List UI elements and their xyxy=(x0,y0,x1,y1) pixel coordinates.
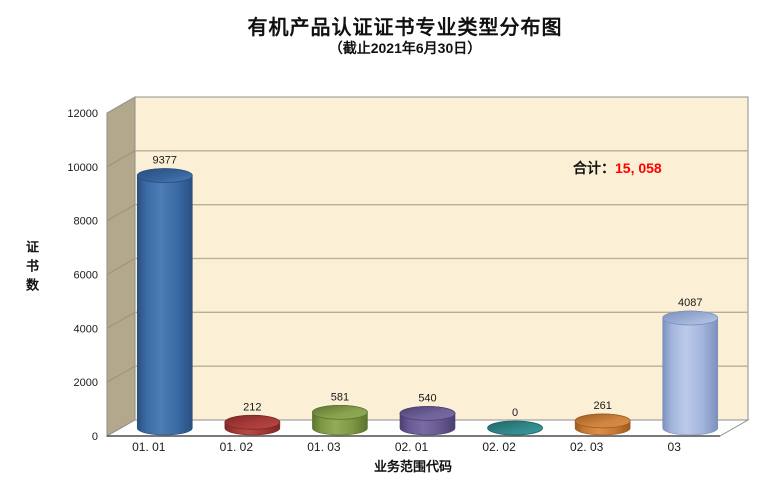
y-tick-label: 10000 xyxy=(67,162,98,174)
x-tick-label: 01. 01 xyxy=(132,440,166,454)
x-tick-label: 01. 03 xyxy=(307,440,341,454)
y-tick-label: 8000 xyxy=(74,216,98,228)
total-value: 15, 058 xyxy=(615,160,662,176)
y-tick-label: 12000 xyxy=(67,108,98,120)
y-axis-title: 证书数 xyxy=(24,240,39,297)
bar-top-01. 03 xyxy=(312,404,368,420)
x-tick-label: 03 xyxy=(668,440,682,454)
x-tick-label: 02. 02 xyxy=(482,440,516,454)
chart-title: 有机产品认证证书专业类型分布图 xyxy=(247,17,563,39)
y-tick-label: 4000 xyxy=(74,323,98,335)
y-tick-label: 2000 xyxy=(74,377,98,389)
value-label: 540 xyxy=(418,392,436,404)
value-label: 581 xyxy=(331,391,349,403)
bar-top-02. 01 xyxy=(399,406,456,421)
total-label: 合计： xyxy=(573,160,615,176)
chart-subtitle: （截止2021年6月30日） xyxy=(328,40,482,56)
y-tick-label: 6000 xyxy=(74,270,98,282)
x-axis-title: 业务范围代码 xyxy=(374,459,453,474)
gridline-sidewall xyxy=(106,365,136,383)
bar-top-01. 02 xyxy=(224,414,281,430)
x-tick-label: 02. 01 xyxy=(395,440,429,454)
value-label: 0 xyxy=(512,407,518,419)
gridline-sidewall xyxy=(106,311,136,329)
value-label: 261 xyxy=(593,400,611,412)
gridline-sidewall xyxy=(106,150,136,168)
bar-top-03 xyxy=(662,310,719,326)
value-label: 4087 xyxy=(678,297,702,309)
bar-body-03 xyxy=(662,310,719,436)
x-tick-label: 01. 02 xyxy=(220,440,254,454)
total-annotation: 合计：15, 058 xyxy=(573,158,662,178)
x-tick-label: 02. 03 xyxy=(570,440,604,454)
y-tick-label: 0 xyxy=(92,431,98,443)
gridline-sidewall xyxy=(106,258,136,275)
value-label: 212 xyxy=(243,401,261,413)
bar-body-01. 01 xyxy=(136,168,193,436)
bar-flat-02. 02 xyxy=(487,420,543,436)
gridline-sidewall xyxy=(106,204,136,222)
value-label: 9377 xyxy=(153,155,177,167)
bar-top-01. 01 xyxy=(136,168,193,184)
bar-top-02. 03 xyxy=(574,413,631,429)
